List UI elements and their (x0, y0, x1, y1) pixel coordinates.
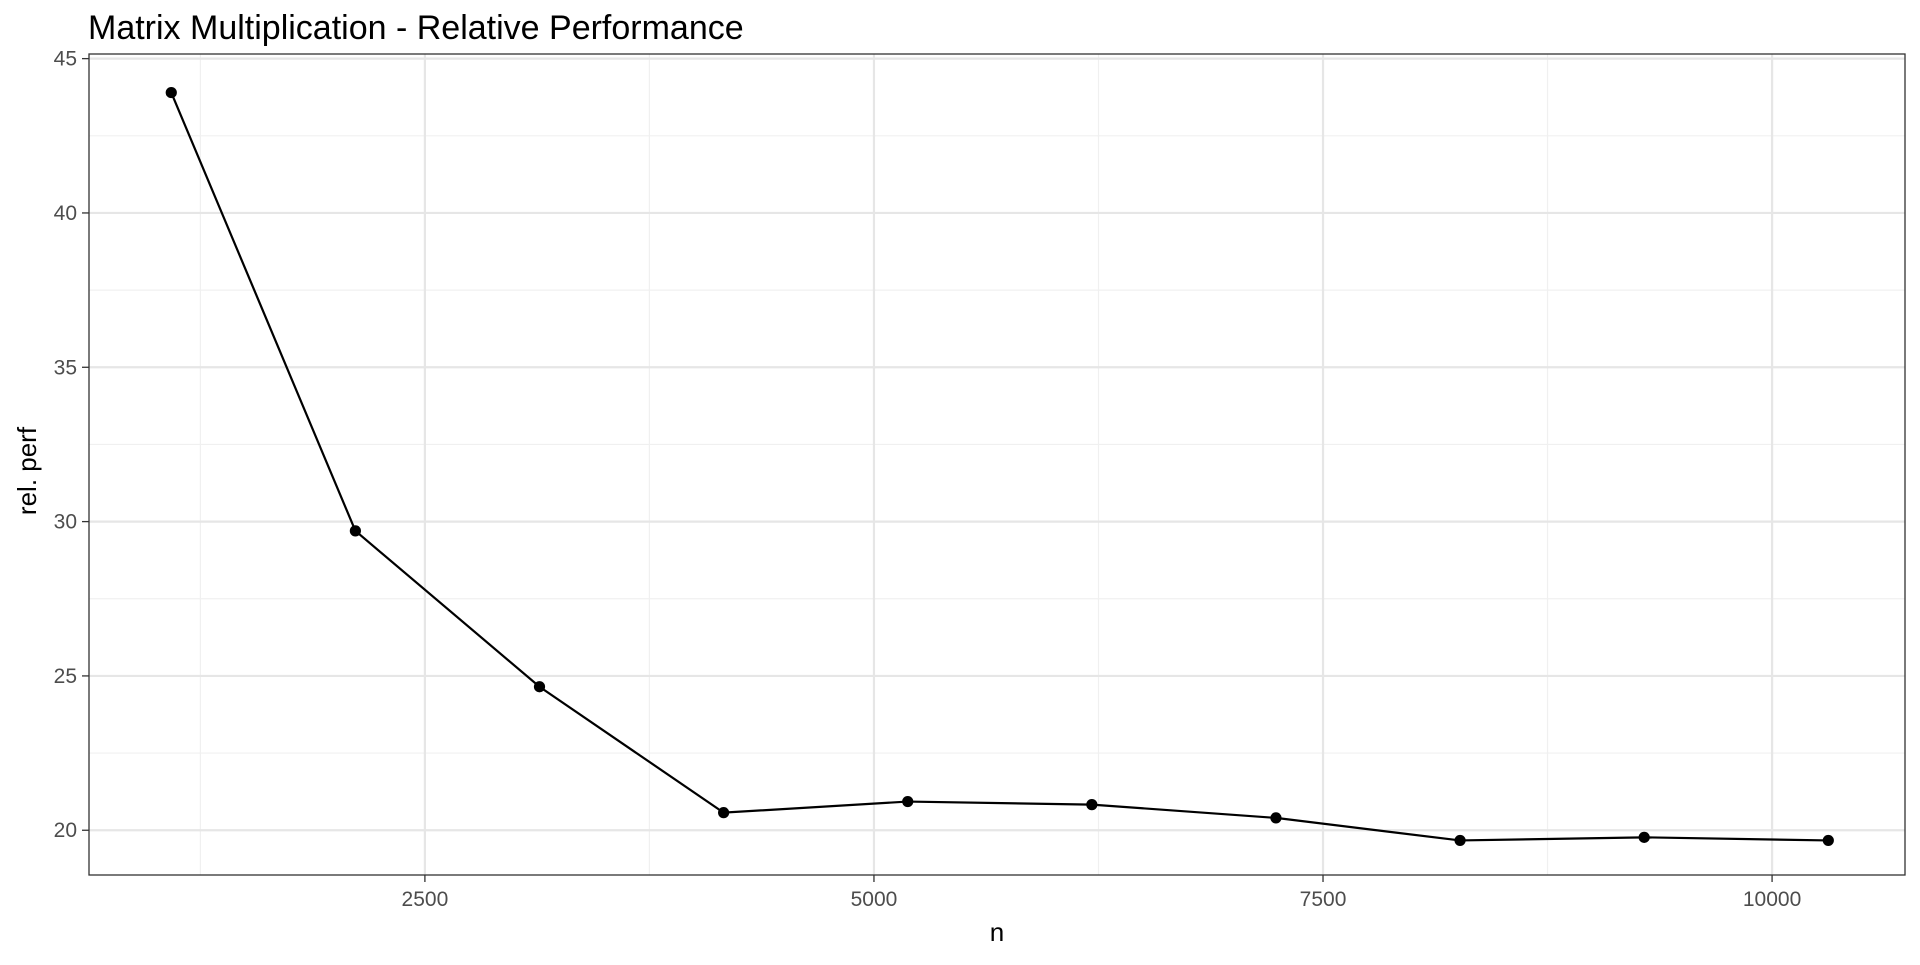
data-point (902, 795, 914, 808)
data-point (165, 86, 177, 99)
data-point (718, 807, 730, 819)
x-tick-label: 7500 (1300, 888, 1347, 911)
y-tick-label: 25 (54, 665, 77, 688)
y-tick-label: 35 (54, 356, 77, 379)
y-axis-title: rel. perf (12, 426, 42, 515)
data-point (1270, 812, 1282, 824)
major-gridlines (89, 54, 1905, 875)
y-tick-label: 30 (54, 511, 77, 534)
data-point (1454, 834, 1466, 847)
x-axis-title: n (990, 917, 1004, 947)
x-tick-label: 2500 (402, 888, 449, 911)
y-tick-label: 40 (54, 202, 77, 225)
x-axis: 2500 5000 7500 10000 (402, 875, 1801, 911)
x-tick-label: 5000 (851, 888, 898, 911)
data-point (349, 525, 361, 537)
x-tick-label: 10000 (1743, 888, 1801, 911)
y-axis: 20 25 30 35 40 45 (54, 48, 89, 842)
minor-gridlines (89, 54, 1905, 875)
data-point (1086, 799, 1098, 811)
y-tick-label: 45 (54, 48, 77, 71)
chart-title: Matrix Multiplication - Relative Perform… (88, 9, 744, 47)
plot-panel-border (88, 53, 1906, 876)
y-tick-label: 20 (54, 819, 77, 842)
series-layer (165, 86, 1834, 847)
series-line (170, 92, 1829, 842)
data-point (1822, 834, 1834, 847)
data-point (533, 681, 546, 693)
data-point (1638, 831, 1650, 843)
